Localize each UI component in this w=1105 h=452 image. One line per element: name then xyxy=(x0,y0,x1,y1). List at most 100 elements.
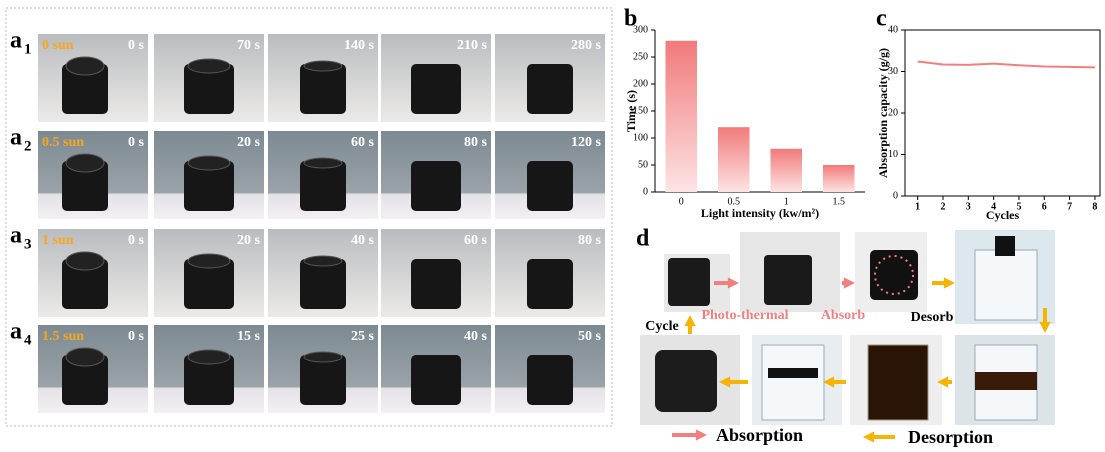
row-letter: a xyxy=(10,125,22,151)
y-tick-label: 250 xyxy=(633,51,648,62)
y-tick-label: 0 xyxy=(893,190,898,201)
time-label: 60 s xyxy=(351,135,375,150)
data-line xyxy=(918,62,1095,68)
legend-label: Desorption xyxy=(908,427,993,447)
arrow-head xyxy=(863,431,874,442)
sponge-cube xyxy=(527,64,573,114)
time-label: 210 s xyxy=(457,38,488,53)
time-label: 25 s xyxy=(351,329,375,344)
y-tick-label: 40 xyxy=(888,24,898,35)
droplet xyxy=(304,158,342,168)
condition-label: 1 sun xyxy=(42,233,74,248)
droplet xyxy=(188,59,230,73)
x-tick-label: 0 xyxy=(679,196,684,207)
bar xyxy=(771,149,803,192)
condition-label: 0 sun xyxy=(42,38,74,53)
beaker xyxy=(975,250,1037,320)
time-label: 60 s xyxy=(464,233,488,248)
x-tick-label: 5 xyxy=(1016,201,1021,212)
step-label: Photo-thermal xyxy=(701,308,788,323)
time-label: 140 s xyxy=(344,38,375,53)
sponge xyxy=(668,258,710,306)
time-label: 40 s xyxy=(464,329,488,344)
row-subscript: 1 xyxy=(24,41,32,57)
sponge-cube xyxy=(411,355,461,405)
panel-letter: c xyxy=(876,6,887,32)
time-label: 0 s xyxy=(128,135,145,150)
droplet xyxy=(188,254,230,268)
time-label: 50 s xyxy=(578,329,602,344)
x-axis-label: Light intensity (kw/m²) xyxy=(701,206,819,220)
x-tick-label: 1 xyxy=(915,201,920,212)
y-tick-label: 100 xyxy=(633,132,648,143)
step-label: Absorb xyxy=(821,308,866,323)
y-tick-label: 30 xyxy=(888,66,898,77)
oil-layer xyxy=(975,372,1037,390)
plot-frame xyxy=(905,30,1100,196)
row-subscript: 3 xyxy=(24,236,32,252)
y-tick-label: 150 xyxy=(633,105,648,116)
y-tick-label: 200 xyxy=(633,78,648,89)
time-label: 80 s xyxy=(578,233,602,248)
page: a10 s70 s140 s210 s280 s0 suna20 s20 s60… xyxy=(0,0,1105,452)
x-tick-label: 1 xyxy=(784,196,789,207)
row-subscript: 2 xyxy=(24,138,32,154)
row-letter: a xyxy=(10,28,22,54)
droplet xyxy=(66,57,104,75)
legend-label: Absorption xyxy=(716,425,803,445)
condition-label: 1.5 sun xyxy=(42,329,84,344)
x-tick-label: 7 xyxy=(1067,201,1072,212)
sponge-cube xyxy=(411,161,461,211)
sponge xyxy=(655,350,717,412)
bar xyxy=(823,165,855,192)
beaker xyxy=(868,345,928,420)
time-label: 20 s xyxy=(237,135,261,150)
condition-label: 0.5 sun xyxy=(42,135,84,150)
arrow-head xyxy=(696,429,707,440)
droplet xyxy=(188,350,230,364)
time-label: 0 s xyxy=(128,233,145,248)
x-tick-label: 2 xyxy=(940,201,945,212)
y-tick-label: 50 xyxy=(638,159,648,170)
row-letter: a xyxy=(10,319,22,345)
y-tick-label: 300 xyxy=(633,24,648,35)
figure: a10 s70 s140 s210 s280 s0 suna20 s20 s60… xyxy=(0,0,1105,452)
sponge xyxy=(995,236,1015,256)
y-tick-label: 0 xyxy=(643,186,648,197)
x-tick-label: 1.5 xyxy=(833,196,846,207)
time-label: 0 s xyxy=(128,329,145,344)
bar xyxy=(718,127,750,192)
time-label: 70 s xyxy=(237,38,261,53)
x-tick-label: 6 xyxy=(1042,201,1047,212)
arrow-head xyxy=(684,315,695,326)
y-tick-label: 20 xyxy=(888,107,898,118)
droplet xyxy=(304,256,342,266)
row-letter: a xyxy=(10,223,22,249)
time-label: 280 s xyxy=(571,38,602,53)
droplet xyxy=(66,154,104,172)
time-label: 40 s xyxy=(351,233,375,248)
y-tick-label: 10 xyxy=(888,149,898,160)
x-tick-label: 4 xyxy=(991,201,996,212)
row-subscript: 4 xyxy=(24,332,32,348)
arrow-head xyxy=(728,277,739,288)
droplet xyxy=(66,252,104,270)
step-label: Cycle xyxy=(645,319,678,334)
time-label: 80 s xyxy=(464,135,488,150)
sponge-cube xyxy=(527,259,573,309)
time-label: 120 s xyxy=(571,135,602,150)
x-tick-label: 0.5 xyxy=(728,196,741,207)
time-label: 0 s xyxy=(128,38,145,53)
step-label: Desorb xyxy=(911,310,954,325)
sponge-cube xyxy=(411,259,461,309)
sponge-cube xyxy=(527,355,573,405)
sponge-cube xyxy=(527,161,573,211)
arrow-head xyxy=(1039,322,1050,333)
arrow-head xyxy=(944,277,955,288)
sponge xyxy=(764,255,812,305)
droplet xyxy=(188,156,230,170)
time-label: 20 s xyxy=(237,233,261,248)
x-tick-label: 8 xyxy=(1092,201,1097,212)
sponge-cube xyxy=(411,64,461,114)
panel-letter: d xyxy=(636,226,650,252)
